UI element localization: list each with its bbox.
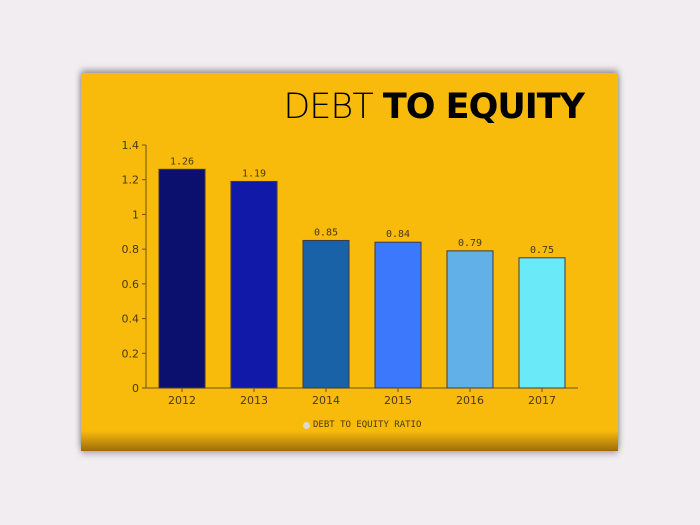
- y-tick-label: 0.8: [122, 243, 140, 256]
- legend-label: DEBT TO EQUITY RATIO: [313, 420, 422, 430]
- x-tick-label: 2017: [528, 394, 556, 407]
- x-tick-label: 2012: [168, 394, 196, 407]
- y-tick-label: 1.2: [122, 174, 140, 187]
- legend-swatch: [303, 421, 310, 429]
- data-label: 1.26: [170, 156, 194, 167]
- bar-2013: [230, 180, 278, 389]
- data-label: 0.75: [530, 245, 554, 256]
- bar-2014: [302, 239, 350, 389]
- bar-chart: 0 0.2 0.4 0.6 0.8 1 1.2 1.4 1.26 2012 1.19 2013 0.85…: [122, 139, 578, 407]
- data-label: 0.84: [386, 229, 410, 240]
- bar-2016: [446, 250, 494, 389]
- bar-2012: [158, 168, 206, 389]
- bar-2017: [518, 257, 566, 389]
- data-label: 0.85: [314, 227, 338, 238]
- bar-2015: [374, 241, 422, 389]
- data-label: 1.19: [242, 168, 266, 179]
- y-tick-label: 1.4: [122, 139, 140, 152]
- data-label: 0.79: [458, 238, 482, 249]
- y-tick-label: 1: [132, 208, 139, 221]
- x-tick-label: 2015: [384, 394, 412, 407]
- y-tick-label: 0.2: [122, 347, 140, 360]
- title-light: DEBT: [283, 87, 373, 127]
- legend: DEBT TO EQUITY RATIO: [303, 420, 421, 430]
- card-bottom-shade: [81, 431, 618, 451]
- chart-title: DEBT TO EQUITY: [283, 87, 585, 127]
- chart-card: DEBT TO EQUITY 0 0.2 0.4 0.6 0.8 1 1.2 1.4 1.26 2…: [81, 73, 618, 451]
- y-tick-label: 0: [132, 382, 139, 395]
- y-tick-label: 0.4: [122, 313, 140, 326]
- title-bold: TO EQUITY: [382, 87, 585, 127]
- x-tick-label: 2016: [456, 394, 484, 407]
- x-tick-label: 2014: [312, 394, 340, 407]
- x-tick-label: 2013: [240, 394, 268, 407]
- y-tick-label: 0.6: [122, 278, 140, 291]
